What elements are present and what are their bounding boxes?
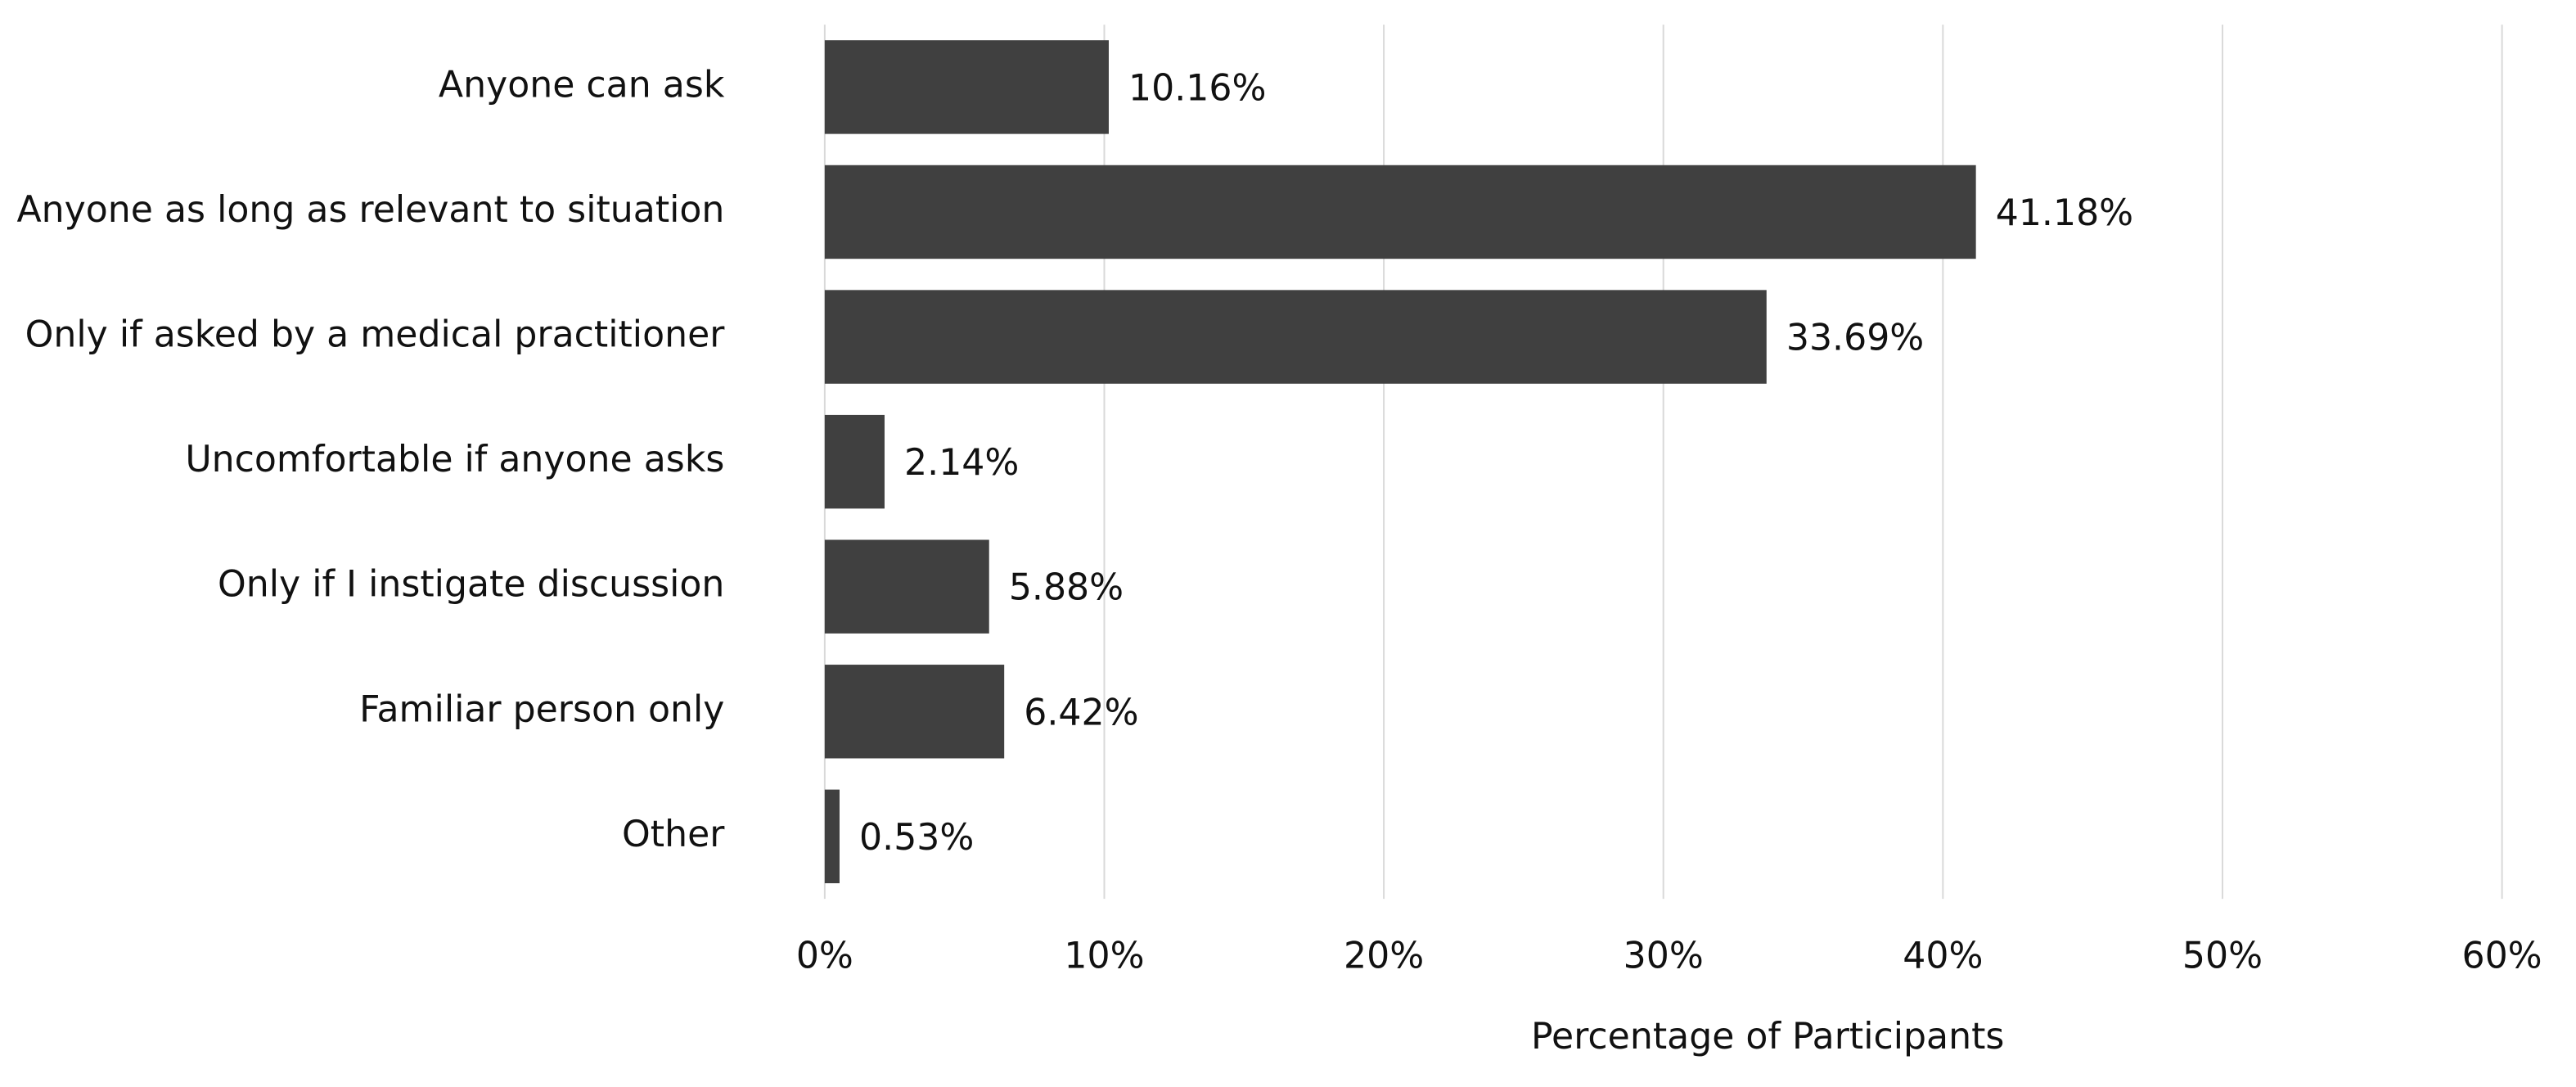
value-label: 6.42% — [1024, 692, 1138, 733]
y-tick-label: Anyone as long as relevant to situation — [16, 189, 724, 231]
value-label: 0.53% — [859, 817, 974, 859]
value-label: 10.16% — [1128, 67, 1266, 109]
x-tick-label: 10% — [1064, 935, 1144, 976]
x-tick-label: 0% — [796, 935, 853, 976]
value-label: 2.14% — [904, 442, 1019, 484]
x-tick-label: 40% — [1903, 935, 1983, 976]
bar — [824, 165, 1976, 259]
y-tick-label: Only if I instigate discussion — [218, 564, 724, 606]
x-tick-label: 50% — [2182, 935, 2263, 976]
bar — [824, 40, 1109, 134]
y-tick-label: Uncomfortable if anyone asks — [185, 439, 724, 480]
bar — [824, 539, 989, 634]
value-label: 33.69% — [1786, 318, 1924, 359]
y-tick-label: Other — [622, 814, 725, 855]
value-label: 5.88% — [1009, 567, 1124, 609]
value-label: 41.18% — [1996, 192, 2133, 234]
x-tick-label: 20% — [1344, 935, 1424, 976]
y-tick-label: Familiar person only — [359, 688, 724, 730]
bar — [824, 414, 885, 509]
bar — [824, 290, 1767, 384]
x-tick-label: 30% — [1624, 935, 1704, 976]
bar — [824, 665, 1005, 759]
x-axis-title: Percentage of Participants — [1531, 1016, 2004, 1058]
y-tick-label: Only if asked by a medical practitioner — [25, 314, 726, 356]
x-tick-label: 60% — [2462, 935, 2542, 976]
y-tick-label: Anyone can ask — [439, 64, 725, 106]
bar — [824, 789, 840, 884]
